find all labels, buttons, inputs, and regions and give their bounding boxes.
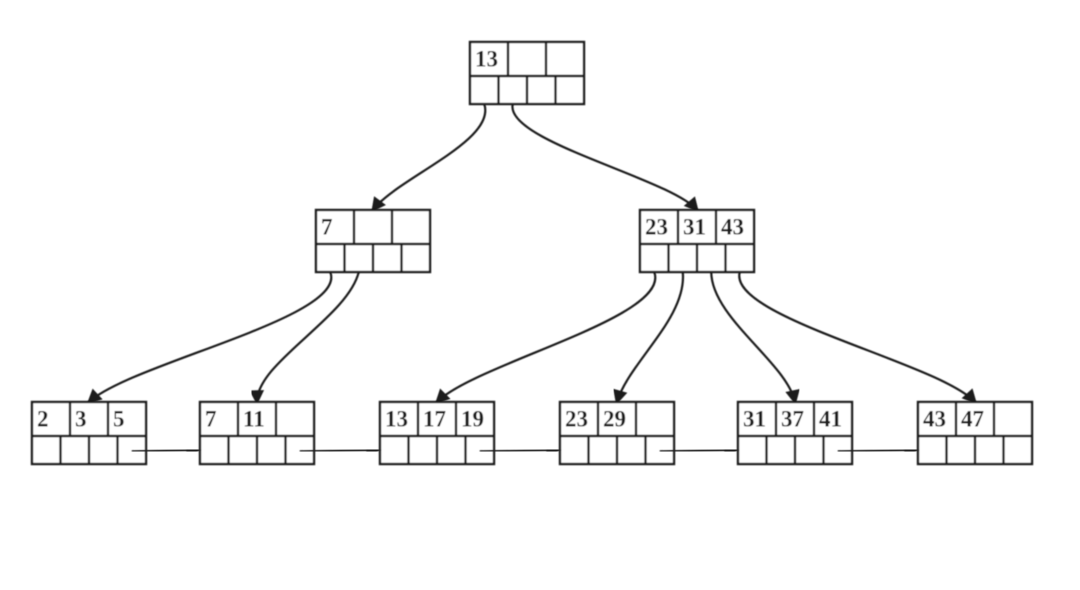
tree-edge: [739, 272, 975, 402]
node-key: 19: [461, 406, 484, 431]
leaf-sibling-link: [300, 450, 378, 451]
edges-layer: [89, 104, 975, 402]
node-key: 43: [923, 406, 946, 431]
leaf-sibling-link: [480, 450, 558, 451]
tree-edge: [89, 272, 331, 402]
btree-node: 31 37 41: [738, 402, 852, 464]
btree-diagram: 13723314323571113171923293137414347: [0, 0, 1080, 590]
btree-node: 7: [316, 210, 430, 272]
leaf-sibling-link: [660, 450, 736, 451]
node-key: 13: [385, 406, 408, 431]
tree-edge: [512, 104, 697, 210]
btree-node: 23 31 43: [640, 210, 754, 272]
node-key: 43: [721, 214, 744, 239]
node-key: 11: [243, 406, 265, 431]
tree-edge: [257, 272, 359, 402]
node-key: 13: [475, 46, 498, 71]
node-key: 3: [75, 406, 87, 431]
node-key: 31: [743, 406, 766, 431]
btree-node: 23 29: [560, 402, 674, 464]
node-key: 41: [819, 406, 842, 431]
node-key: 17: [423, 406, 446, 431]
btree-node: 7 11: [200, 402, 314, 464]
node-key: 23: [565, 406, 588, 431]
tree-edge: [373, 104, 485, 210]
leaf-sibling-link: [838, 450, 916, 451]
node-key: 29: [603, 406, 626, 431]
node-key: 5: [113, 406, 125, 431]
btree-node: 13 17 19: [380, 402, 494, 464]
btree-node: 13: [470, 42, 584, 104]
node-key: 47: [961, 406, 984, 431]
nodes-layer: 13723314323571113171923293137414347: [32, 42, 1032, 464]
node-key: 31: [683, 214, 706, 239]
tree-edge: [711, 272, 795, 402]
tree-edge: [437, 272, 655, 402]
node-key: 7: [321, 214, 333, 239]
node-key: 37: [781, 406, 804, 431]
node-key: 23: [645, 214, 668, 239]
btree-node: 43 47: [918, 402, 1032, 464]
leaf-sibling-link: [132, 450, 198, 451]
node-key: 7: [205, 406, 217, 431]
node-key: 2: [37, 406, 49, 431]
btree-node: 2 3 5: [32, 402, 146, 464]
